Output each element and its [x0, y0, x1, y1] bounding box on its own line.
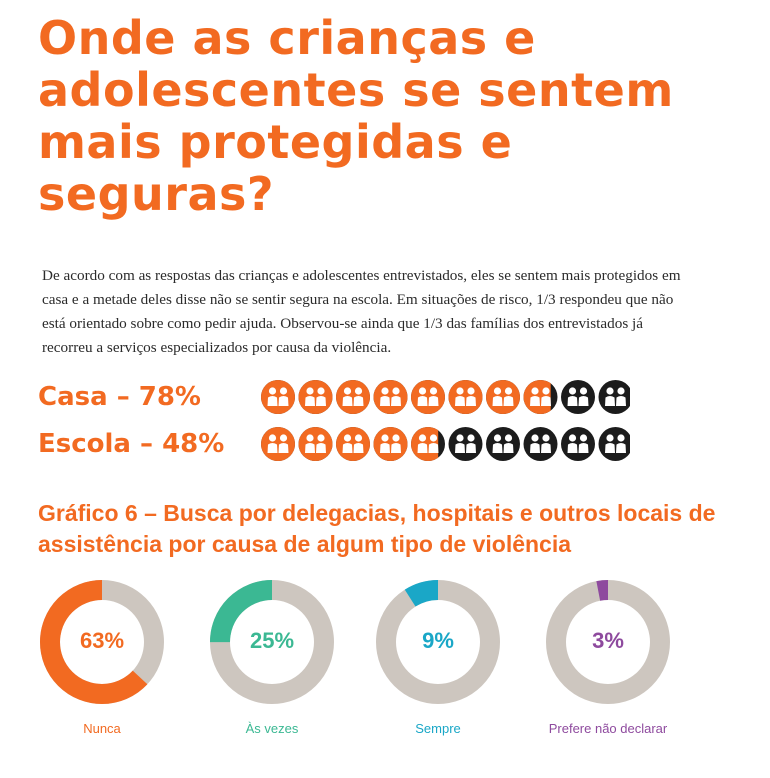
donut-value: 63% — [79, 628, 125, 653]
donut-segment--s-vezes — [210, 580, 334, 704]
people-icon-row-casa — [261, 380, 630, 414]
donut-value: 9% — [422, 628, 454, 653]
person-pair-icon — [448, 380, 483, 414]
person-pair-icon — [373, 427, 408, 461]
person-pair-icon — [448, 427, 483, 461]
person-pair-icon — [598, 427, 630, 461]
donut-label: Sempre — [415, 721, 461, 736]
person-pair-icon — [336, 380, 370, 414]
donut-label: Às vezes — [245, 721, 299, 736]
donut-value: 3% — [592, 628, 624, 653]
person-pair-icon — [298, 427, 333, 461]
donut-label: Nunca — [83, 721, 121, 736]
person-pair-icon — [373, 380, 408, 414]
donut-segment-nunca — [40, 580, 164, 704]
intro-paragraph: De acordo com as respostas das crianças … — [42, 267, 681, 356]
person-pair-icon — [411, 427, 445, 461]
person-pair-icon — [336, 427, 370, 461]
person-pair-icon — [523, 380, 558, 414]
donut-segment-sempre — [376, 580, 500, 704]
stat-label-casa: Casa – 78% — [38, 382, 201, 412]
person-pair-icon — [561, 380, 595, 414]
person-pair-icon — [523, 427, 558, 461]
stat-label-escola: Escola – 48% — [38, 429, 225, 459]
person-pair-icon — [298, 380, 333, 414]
person-pair-icon — [261, 380, 295, 414]
person-pair-icon — [411, 380, 445, 414]
person-pair-icon — [261, 427, 295, 461]
donut-segment-prefere-n-o-declarar — [546, 580, 670, 704]
page-title: Onde as crianças e adolescentes se sente… — [38, 11, 674, 221]
donut-value: 25% — [249, 628, 295, 653]
person-pair-icon — [486, 427, 520, 461]
donut-label: Prefere não declarar — [548, 721, 668, 736]
person-pair-icon — [598, 380, 630, 414]
person-pair-icon — [486, 380, 520, 414]
person-pair-icon — [561, 427, 595, 461]
chart-title: Gráfico 6 – Busca por delegacias, hospit… — [38, 500, 716, 557]
people-icon-row-escola — [261, 427, 630, 461]
